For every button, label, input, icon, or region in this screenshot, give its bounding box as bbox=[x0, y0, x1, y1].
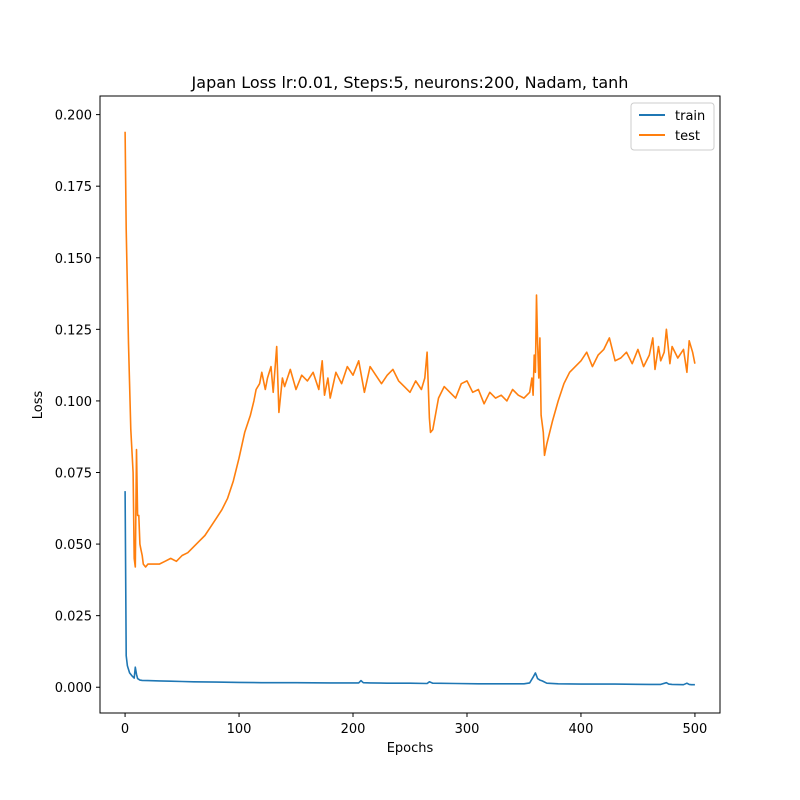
chart-title: Japan Loss lr:0.01, Steps:5, neurons:200… bbox=[191, 73, 629, 92]
y-tick-label: 0.150 bbox=[55, 252, 92, 267]
legend-label-train: train bbox=[675, 109, 705, 124]
y-axis-ticks: 0.000 0.025 0.050 0.075 0.100 0.125 0.150 0.175… bbox=[55, 109, 100, 696]
y-tick-label: 0.050 bbox=[55, 538, 92, 553]
y-tick-label: 0.075 bbox=[55, 466, 92, 481]
series-line-test bbox=[124, 131, 696, 568]
y-tick-label: 0.175 bbox=[55, 180, 92, 195]
y-tick-label: 0.125 bbox=[55, 323, 92, 338]
series-line-train bbox=[124, 491, 695, 686]
legend-label-test: test bbox=[675, 129, 700, 144]
y-tick-label: 0.000 bbox=[55, 681, 92, 696]
axes-frame bbox=[99, 95, 721, 714]
x-tick-label: 0 bbox=[121, 722, 129, 737]
y-axis-label: Loss bbox=[31, 391, 46, 420]
y-tick-label: 0.200 bbox=[55, 109, 92, 124]
x-tick-label: 400 bbox=[569, 722, 594, 737]
y-tick-label: 0.100 bbox=[55, 395, 92, 410]
x-tick-label: 100 bbox=[227, 722, 252, 737]
y-tick-label: 0.025 bbox=[55, 610, 92, 625]
x-tick-label: 500 bbox=[683, 722, 708, 737]
x-axis-ticks: 0 100 200 300 400 500 bbox=[121, 713, 707, 737]
plot-area bbox=[124, 131, 696, 686]
x-tick-label: 300 bbox=[455, 722, 480, 737]
x-axis-label: Epochs bbox=[387, 741, 434, 756]
legend: train test bbox=[630, 102, 715, 151]
x-tick-label: 200 bbox=[341, 722, 366, 737]
